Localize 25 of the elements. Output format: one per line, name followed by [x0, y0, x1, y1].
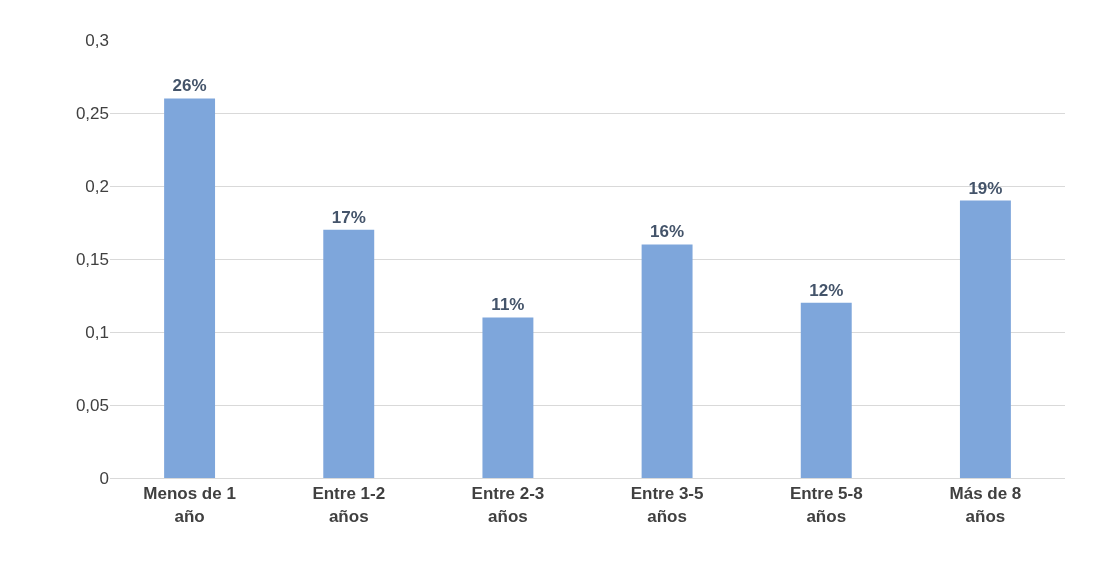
x-tick-label: Menos de 1 año: [143, 484, 236, 526]
x-tick-label: Entre 3-5 años: [630, 484, 704, 526]
bar: [323, 229, 375, 478]
data-label: 12%: [809, 280, 844, 300]
data-label: 17%: [331, 207, 366, 227]
data-label: 16%: [650, 222, 685, 242]
bar: [800, 302, 852, 478]
bar: [164, 98, 216, 478]
x-tick-label: Más de 8 años: [949, 484, 1022, 526]
x-tick-label: Entre 5-8 años: [789, 484, 863, 526]
y-tick-label: 0,1: [85, 322, 109, 342]
bar: [959, 200, 1011, 478]
x-tick-label: Entre 2-3 años: [471, 484, 545, 526]
y-tick-label: 0: [99, 468, 109, 488]
bar: [482, 317, 534, 478]
y-tick-label: 0,2: [85, 176, 109, 196]
y-tick-label: 0,3: [85, 30, 109, 50]
data-label: 26%: [172, 76, 207, 96]
y-tick-label: 0,05: [75, 395, 109, 415]
x-tick-label: Entre 1-2 años: [312, 484, 386, 526]
y-tick-label: 0,15: [75, 249, 109, 269]
bar: [641, 244, 693, 478]
y-tick-label: 0,25: [75, 103, 109, 123]
data-label: 19%: [968, 178, 1003, 198]
data-label: 11%: [491, 295, 525, 315]
